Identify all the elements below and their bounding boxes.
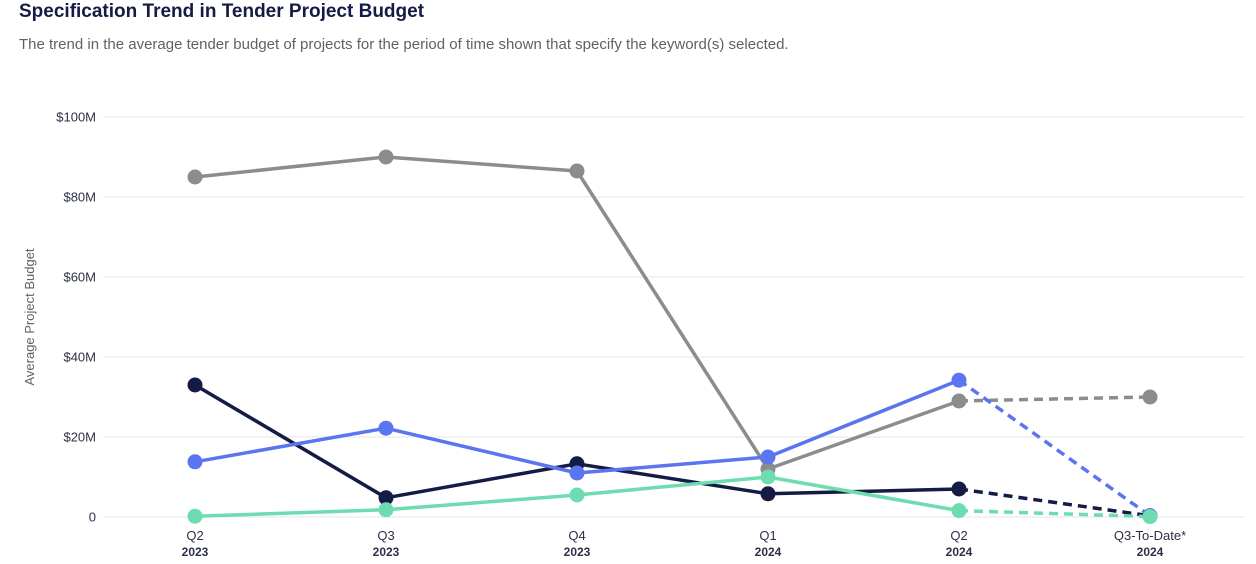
data-point[interactable]	[1142, 509, 1158, 525]
x-tick-label: Q3	[377, 528, 394, 543]
x-tick-year-label: 2023	[373, 545, 400, 559]
series-line-projected	[958, 508, 1151, 519]
data-point[interactable]	[951, 393, 967, 409]
x-tick-label: Q3-To-Date*	[1114, 528, 1186, 543]
data-point[interactable]	[187, 454, 203, 470]
series-line	[193, 155, 961, 471]
data-point[interactable]	[378, 149, 394, 165]
y-axis-title: Average Project Budget	[22, 248, 37, 385]
x-tick-label: Q4	[568, 528, 585, 543]
y-tick-label: 0	[89, 510, 96, 525]
y-tick-label: $80M	[63, 190, 96, 205]
data-point[interactable]	[378, 502, 394, 518]
series-line-projected	[957, 378, 1152, 518]
data-point[interactable]	[1142, 389, 1158, 405]
data-point[interactable]	[569, 465, 585, 481]
data-point[interactable]	[187, 169, 203, 185]
data-point[interactable]	[760, 486, 776, 502]
x-tick-label: Q1	[759, 528, 776, 543]
series-line-projected	[958, 487, 1151, 518]
data-point[interactable]	[569, 487, 585, 503]
y-tick-label: $20M	[63, 430, 96, 445]
x-tick-year-label: 2023	[564, 545, 591, 559]
y-tick-label: $40M	[63, 350, 96, 365]
data-point[interactable]	[569, 163, 585, 179]
y-axis-ticks: 0 $20M $40M $60M $80M $100M	[56, 110, 96, 525]
data-point[interactable]	[760, 449, 776, 465]
x-tick-year-label: 2023	[182, 545, 209, 559]
y-tick-label: $60M	[63, 270, 96, 285]
x-tick-year-label: 2024	[946, 545, 973, 559]
x-tick-label: Q2	[950, 528, 967, 543]
data-point[interactable]	[378, 420, 394, 436]
data-point[interactable]	[760, 469, 776, 485]
chart-subtitle: The trend in the average tender budget o…	[19, 36, 789, 53]
data-point[interactable]	[951, 503, 967, 519]
series-line-projected	[958, 395, 1151, 403]
x-tick-year-label: 2024	[1137, 545, 1164, 559]
data-point[interactable]	[378, 490, 394, 506]
y-tick-label: $100M	[56, 110, 96, 125]
x-axis-ticks: Q2 2023 Q3 2023 Q4 2023 Q1 2024 Q2 2024 Q3-To-Date…	[182, 528, 1186, 559]
data-point[interactable]	[187, 508, 203, 524]
data-point[interactable]	[187, 377, 203, 393]
series-lines	[193, 155, 1152, 519]
grid-lines	[103, 116, 1245, 518]
data-point[interactable]	[951, 481, 967, 497]
series-markers	[187, 149, 1158, 525]
chart-title: Specification Trend in Tender Project Bu…	[19, 1, 425, 22]
x-tick-year-label: 2024	[755, 545, 782, 559]
data-point[interactable]	[951, 372, 967, 388]
x-tick-label: Q2	[186, 528, 203, 543]
